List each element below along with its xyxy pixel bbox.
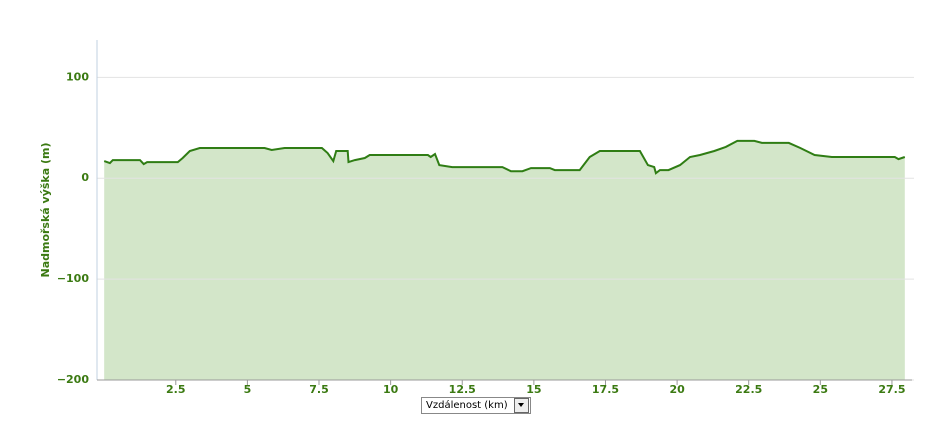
x-tick-label: 10 xyxy=(383,383,399,395)
x-tick-label: 2.5 xyxy=(166,383,186,395)
y-tick-label: 0 xyxy=(81,171,89,184)
x-tick-label: 15 xyxy=(526,383,541,395)
x-tick-label: 20 xyxy=(669,383,685,395)
y-tick-label: −200 xyxy=(57,373,90,386)
x-tick-label: 12.5 xyxy=(449,383,476,395)
y-tick-label: 100 xyxy=(66,70,89,83)
x-axis-title: Vzdálenost (km) xyxy=(426,400,508,411)
x-tick-label: 27.5 xyxy=(878,383,905,395)
dropdown-arrow[interactable] xyxy=(513,398,529,413)
x-tick-label: 25 xyxy=(813,383,828,395)
x-tick-label: 7.5 xyxy=(309,383,329,395)
y-tick-label: −100 xyxy=(57,272,90,285)
chart: Nadmořská výška (m) −200 −100 0 100 2.5 5 7.5 1… xyxy=(39,40,914,395)
y-axis-title: Nadmořská výška (m) xyxy=(39,142,52,277)
x-tick-label: 22.5 xyxy=(735,383,762,395)
x-tick-label: 17.5 xyxy=(592,383,619,395)
elevation-line xyxy=(103,139,906,175)
x-tick-label: 5 xyxy=(244,383,252,395)
area-fill xyxy=(104,140,905,380)
x-axis-selector[interactable]: Vzdálenost (km) xyxy=(421,397,531,414)
